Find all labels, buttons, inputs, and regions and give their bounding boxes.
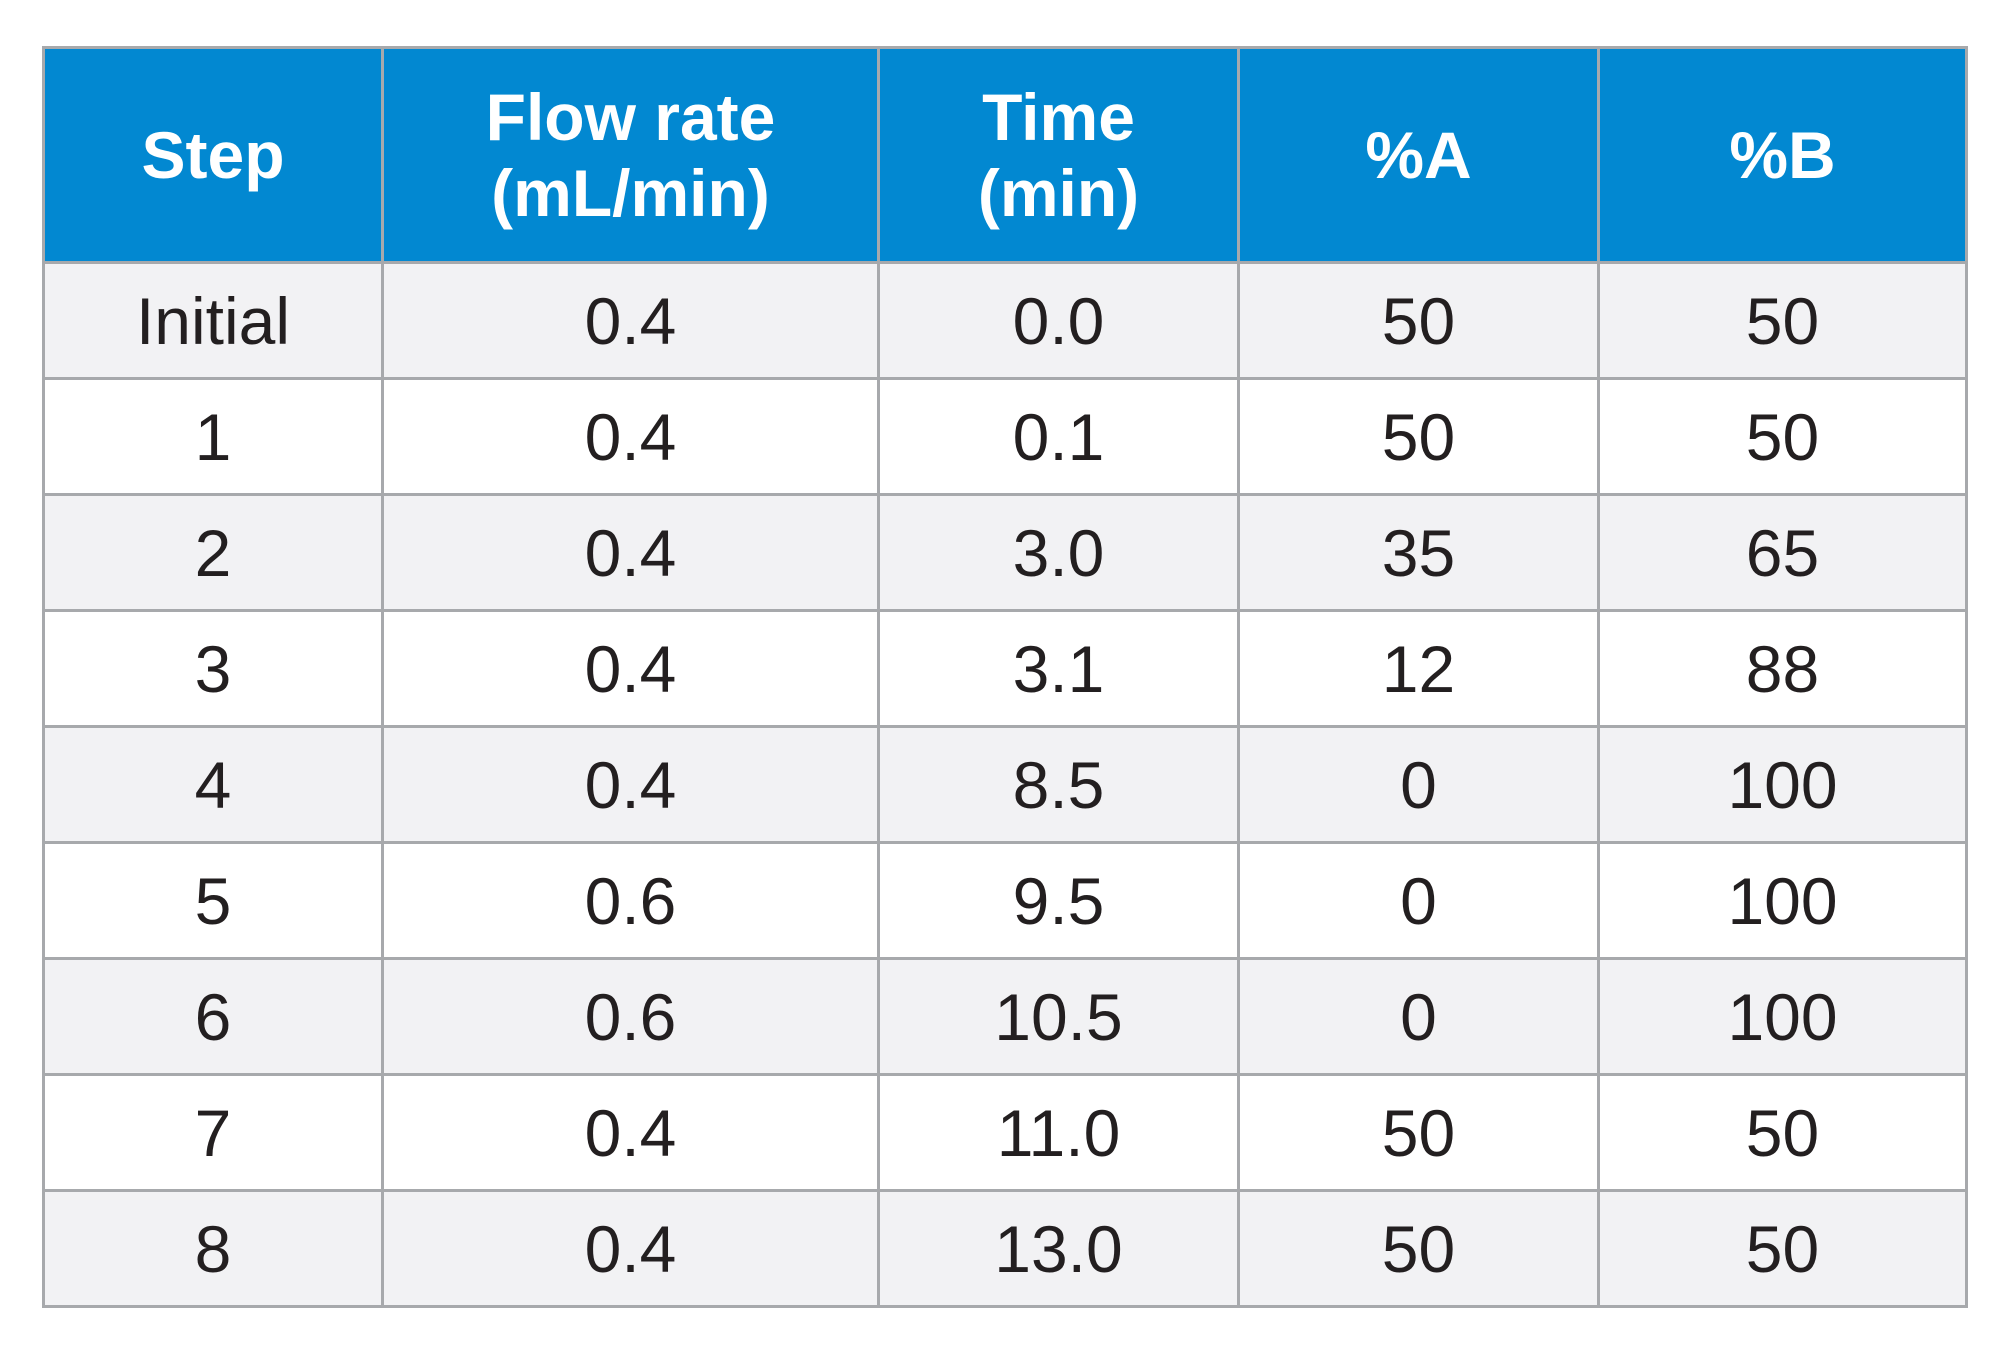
- table-row: 7 0.4 11.0 50 50: [42, 1073, 1968, 1192]
- header-flow-rate-unit: (mL/min): [491, 156, 770, 230]
- table-row: 5 0.6 9.5 0 100: [42, 841, 1968, 960]
- cell-percent-b: 100: [1597, 725, 1968, 844]
- cell-time: 0.0: [877, 261, 1240, 380]
- header-time-label: Time: [982, 80, 1135, 154]
- cell-flow-rate: 0.4: [381, 1073, 880, 1192]
- cell-step: 5: [42, 841, 384, 960]
- header-row: Step Flow rate (mL/min) Time (min) %A %B: [42, 46, 1968, 264]
- cell-flow-rate: 0.4: [381, 1189, 880, 1308]
- cell-time: 11.0: [877, 1073, 1240, 1192]
- cell-time: 9.5: [877, 841, 1240, 960]
- header-percent-a-label: %A: [1365, 118, 1472, 192]
- header-step: Step: [42, 46, 384, 264]
- cell-flow-rate: 0.4: [381, 725, 880, 844]
- table-row: 4 0.4 8.5 0 100: [42, 725, 1968, 844]
- cell-step: 7: [42, 1073, 384, 1192]
- cell-percent-a: 0: [1237, 725, 1600, 844]
- table-row: 6 0.6 10.5 0 100: [42, 957, 1968, 1076]
- cell-step: 4: [42, 725, 384, 844]
- cell-percent-b: 50: [1597, 261, 1968, 380]
- cell-time: 10.5: [877, 957, 1240, 1076]
- table-body: Initial 0.4 0.0 50 50 1 0.4 0.1 50 50 2 0.4 3.0 35 65 3…: [42, 261, 1968, 1308]
- cell-time: 0.1: [877, 377, 1240, 496]
- cell-step: 2: [42, 493, 384, 612]
- gradient-table-container: Step Flow rate (mL/min) Time (min) %A %B…: [42, 46, 1968, 1308]
- table-row: 2 0.4 3.0 35 65: [42, 493, 1968, 612]
- cell-percent-b: 50: [1597, 1073, 1968, 1192]
- cell-percent-b: 100: [1597, 957, 1968, 1076]
- cell-step: Initial: [42, 261, 384, 380]
- cell-flow-rate: 0.6: [381, 841, 880, 960]
- cell-flow-rate: 0.4: [381, 609, 880, 728]
- header-flow-rate-label: Flow rate: [485, 80, 776, 154]
- cell-percent-a: 50: [1237, 1189, 1600, 1308]
- cell-percent-b: 88: [1597, 609, 1968, 728]
- table-header: Step Flow rate (mL/min) Time (min) %A %B: [42, 46, 1968, 264]
- cell-percent-b: 50: [1597, 377, 1968, 496]
- cell-step: 8: [42, 1189, 384, 1308]
- cell-percent-a: 0: [1237, 957, 1600, 1076]
- cell-time: 13.0: [877, 1189, 1240, 1308]
- table-row: 1 0.4 0.1 50 50: [42, 377, 1968, 496]
- gradient-table: Step Flow rate (mL/min) Time (min) %A %B…: [42, 46, 1968, 1308]
- cell-percent-a: 35: [1237, 493, 1600, 612]
- table-row: Initial 0.4 0.0 50 50: [42, 261, 1968, 380]
- cell-time: 3.0: [877, 493, 1240, 612]
- table-row: 8 0.4 13.0 50 50: [42, 1189, 1968, 1308]
- cell-percent-b: 100: [1597, 841, 1968, 960]
- cell-step: 3: [42, 609, 384, 728]
- cell-percent-b: 50: [1597, 1189, 1968, 1308]
- cell-percent-a: 50: [1237, 1073, 1600, 1192]
- header-percent-a: %A: [1237, 46, 1600, 264]
- cell-percent-b: 65: [1597, 493, 1968, 612]
- cell-percent-a: 50: [1237, 377, 1600, 496]
- header-flow-rate: Flow rate (mL/min): [381, 46, 880, 264]
- cell-percent-a: 12: [1237, 609, 1600, 728]
- cell-flow-rate: 0.4: [381, 493, 880, 612]
- cell-time: 8.5: [877, 725, 1240, 844]
- cell-percent-a: 0: [1237, 841, 1600, 960]
- table-row: 3 0.4 3.1 12 88: [42, 609, 1968, 728]
- cell-percent-a: 50: [1237, 261, 1600, 380]
- cell-flow-rate: 0.6: [381, 957, 880, 1076]
- cell-time: 3.1: [877, 609, 1240, 728]
- cell-step: 6: [42, 957, 384, 1076]
- header-percent-b: %B: [1597, 46, 1968, 264]
- header-step-label: Step: [141, 118, 285, 192]
- header-percent-b-label: %B: [1729, 118, 1836, 192]
- header-time-unit: (min): [977, 156, 1140, 230]
- header-time: Time (min): [877, 46, 1240, 264]
- cell-flow-rate: 0.4: [381, 377, 880, 496]
- cell-step: 1: [42, 377, 384, 496]
- cell-flow-rate: 0.4: [381, 261, 880, 380]
